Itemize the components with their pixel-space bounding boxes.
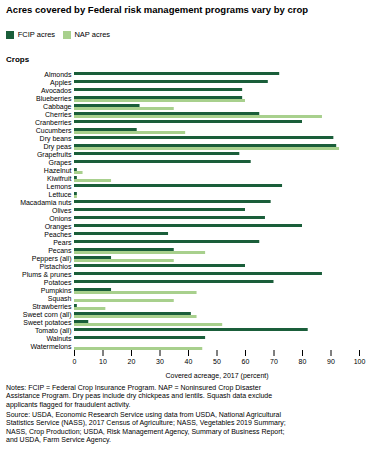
- svg-text:Strawberries: Strawberries: [32, 303, 72, 310]
- svg-text:40: 40: [185, 358, 193, 365]
- svg-text:Pears: Pears: [53, 239, 72, 246]
- svg-text:10: 10: [99, 358, 107, 365]
- svg-text:Peppers (all): Peppers (all): [32, 255, 72, 263]
- svg-text:60: 60: [242, 358, 250, 365]
- svg-text:20: 20: [128, 358, 136, 365]
- svg-text:Potatoes: Potatoes: [44, 279, 72, 286]
- svg-text:Peaches: Peaches: [44, 231, 72, 238]
- svg-text:0: 0: [73, 358, 77, 365]
- svg-text:Dry peas: Dry peas: [43, 143, 72, 151]
- svg-text:Kiwifruit: Kiwifruit: [47, 175, 72, 182]
- svg-text:Tomato (all): Tomato (all): [35, 327, 72, 335]
- html-text:Crops: Crops: [6, 54, 30, 64]
- svg-text:Pistachios: Pistachios: [40, 263, 72, 270]
- svg-text:Avocados: Avocados: [41, 87, 72, 94]
- svg-text:Plums & prunes: Plums & prunes: [22, 271, 72, 279]
- svg-text:Onions: Onions: [49, 215, 72, 222]
- svg-text:80: 80: [299, 358, 307, 365]
- svg-text:Lettuce: Lettuce: [49, 191, 72, 198]
- svg-text:30: 30: [156, 358, 164, 365]
- svg-text:Oranges: Oranges: [45, 223, 72, 231]
- svg-text:100: 100: [354, 358, 366, 365]
- svg-text:Cranberries: Cranberries: [35, 119, 72, 126]
- svg-text:Covered acreage, 2017 (percent: Covered acreage, 2017 (percent): [165, 371, 268, 379]
- svg-text:Macadamia nuts: Macadamia nuts: [20, 199, 72, 206]
- svg-text:70: 70: [270, 358, 278, 365]
- svg-text:Cherries: Cherries: [45, 111, 72, 118]
- svg-text:Apples: Apples: [50, 79, 72, 87]
- svg-text:90: 90: [327, 358, 335, 365]
- svg-text:Sweet potatoes: Sweet potatoes: [23, 319, 72, 327]
- svg-text:Olives: Olives: [52, 207, 72, 214]
- svg-text:Blueberries: Blueberries: [36, 95, 72, 102]
- svg-text:50: 50: [213, 358, 221, 365]
- svg-text:Cabbage: Cabbage: [43, 103, 72, 111]
- svg-text:Almonds: Almonds: [44, 71, 72, 78]
- svg-text:Grapefruits: Grapefruits: [37, 151, 72, 159]
- svg-text:Watermelons: Watermelons: [31, 343, 72, 350]
- html-text:NAP acres: NAP acres: [74, 30, 111, 39]
- svg-text:Pumpkins: Pumpkins: [41, 287, 72, 295]
- svg-text:Pecans: Pecans: [48, 247, 72, 254]
- svg-text:Sweet corn (all): Sweet corn (all): [23, 311, 72, 319]
- svg-text:Lemons: Lemons: [47, 183, 72, 190]
- svg-text:Dry beans: Dry beans: [40, 135, 72, 143]
- svg-text:Hazelnut: Hazelnut: [44, 167, 72, 174]
- html-text:Notes: FCIP = Federal Crop Ins: Notes: FCIP = Federal Crop Insurance Pro…: [6, 383, 273, 408]
- svg-text:Walnuts: Walnuts: [46, 335, 72, 342]
- svg-text:Squash: Squash: [48, 295, 72, 303]
- svg-text:Grapes: Grapes: [49, 159, 72, 167]
- html-text:FCIP acres: FCIP acres: [17, 30, 56, 39]
- html-text:Acres covered by Federal risk: Acres covered by Federal risk management…: [6, 4, 308, 15]
- html-text:Source: USDA, Economic Researc: Source: USDA, Economic Research Service …: [6, 411, 286, 444]
- svg-text:Cucumbers: Cucumbers: [36, 127, 72, 134]
